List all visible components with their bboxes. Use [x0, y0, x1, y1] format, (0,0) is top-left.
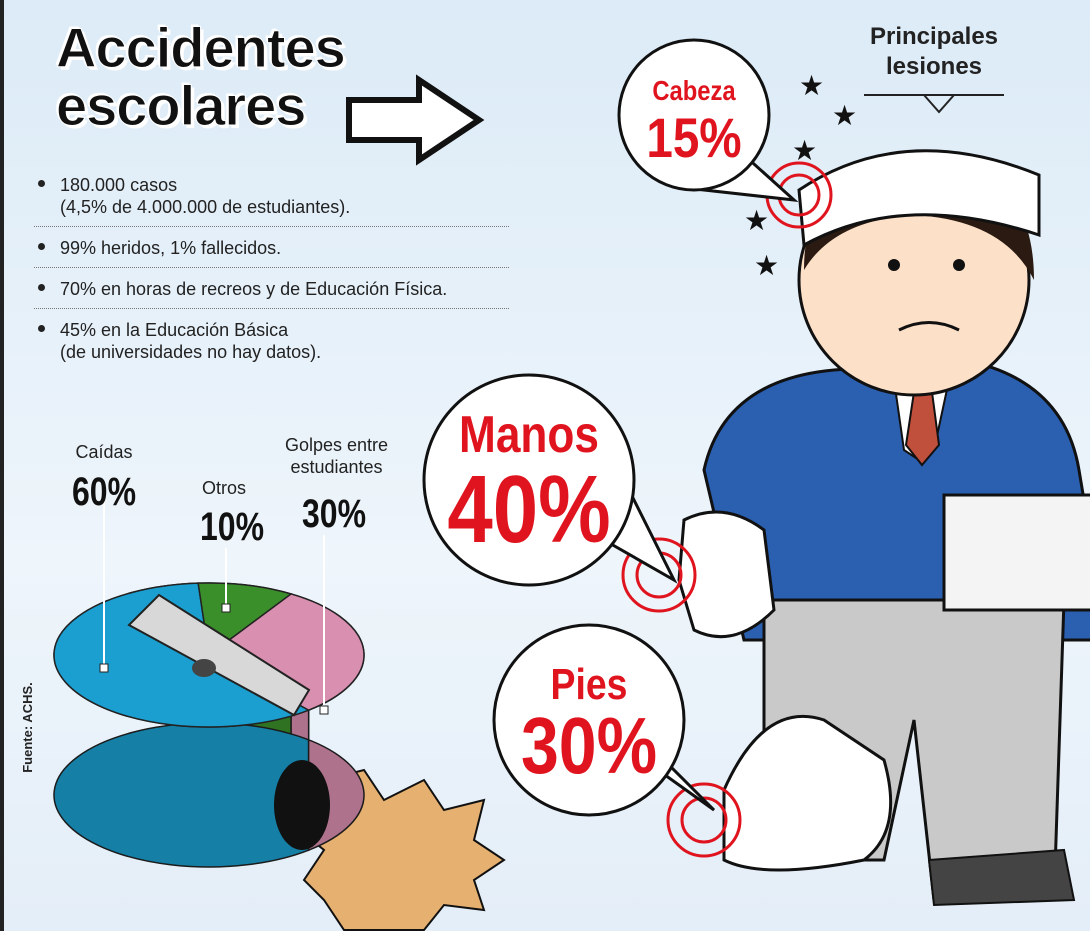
hand-cast	[679, 512, 774, 637]
sharpener-screw	[192, 659, 216, 677]
source: Fuente: ACHS.	[20, 682, 35, 773]
bullet-text: 180.000 casos	[60, 174, 509, 196]
bullet-list: 180.000 casos(4,5% de 4.000.000 de estud…	[34, 172, 509, 379]
star: ★	[754, 250, 779, 281]
star: ★	[792, 135, 817, 166]
eye	[953, 259, 965, 271]
sharpener-hole	[274, 760, 330, 850]
heading-line: lesiones	[844, 52, 1024, 82]
heading-bracket	[864, 95, 1004, 112]
book	[944, 495, 1090, 610]
bullet: 45% en la Educación Básica(de universida…	[34, 317, 509, 371]
shoe	[929, 850, 1074, 905]
title: escolares	[56, 76, 305, 136]
star: ★	[744, 205, 769, 236]
infographic: ★ ★ ★ ★ ★ Accidentes escolares 180.000 c…	[0, 0, 1090, 931]
injury-value: 15%	[630, 105, 758, 170]
category-label: Golpes entre estudiantes	[269, 434, 404, 478]
category-label: Otros	[189, 478, 259, 499]
leader-dot	[222, 604, 230, 612]
arrow	[349, 80, 479, 160]
value-label: 60%	[72, 470, 136, 515]
bullet: 99% heridos, 1% fallecidos.	[34, 235, 509, 268]
value-label: 10%	[200, 505, 264, 550]
injury-value: 40%	[440, 455, 619, 565]
injury-value: 30%	[508, 700, 670, 792]
bullet: 180.000 casos(4,5% de 4.000.000 de estud…	[34, 172, 509, 227]
bullet-text: 45% en la Educación Básica	[60, 319, 509, 341]
leader-dot	[100, 664, 108, 672]
leader-dot	[320, 706, 328, 714]
category-label: Caídas	[59, 442, 149, 463]
injury-label: Cabeza	[630, 75, 758, 107]
star: ★	[832, 100, 857, 131]
bullet: 70% en horas de recreos y de Educación F…	[34, 276, 509, 309]
bullet-text: 99% heridos, 1% fallecidos.	[60, 237, 509, 259]
star: ★	[799, 70, 824, 101]
bullet-text: (4,5% de 4.000.000 de estudiantes).	[60, 196, 509, 218]
value-label: 30%	[302, 492, 366, 537]
bullet-text: (de universidades no hay datos).	[60, 341, 509, 363]
bullet-text: 70% en horas de recreos y de Educación F…	[60, 278, 509, 300]
title: Accidentes	[56, 18, 345, 78]
heading-line: Principales	[844, 22, 1024, 52]
eye	[888, 259, 900, 271]
